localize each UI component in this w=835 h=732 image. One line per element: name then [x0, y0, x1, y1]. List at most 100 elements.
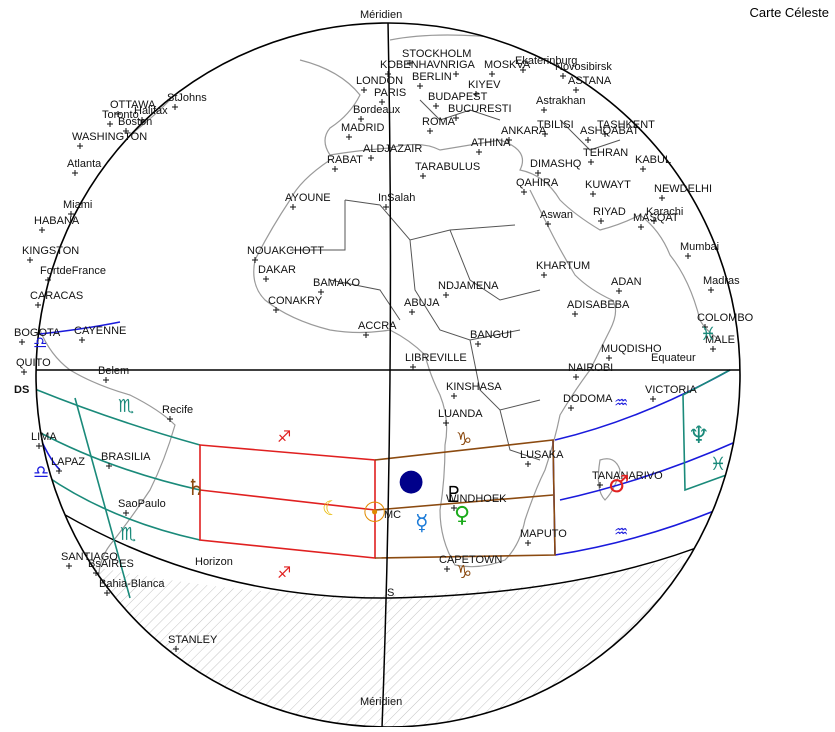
city-marker: LAPAZ — [51, 456, 85, 474]
city-label: LONDON — [356, 75, 403, 87]
aquarius-lower-icon: ♒ — [614, 522, 628, 541]
mc-label: MC — [384, 509, 401, 521]
city-label: InSalah — [378, 192, 415, 204]
city-label: LIBREVILLE — [405, 352, 467, 364]
city-label: Halifax — [134, 105, 168, 117]
city-label: OTTAWA — [110, 99, 156, 111]
city-marker: CONAKRY — [268, 295, 323, 313]
city-marker: WINDHOEK — [446, 493, 507, 511]
house-lines — [36, 321, 740, 599]
libra-icon: ♎ — [33, 333, 47, 352]
city-marker: DIMASHQ — [530, 158, 582, 176]
city-marker: BANGUI — [470, 329, 512, 347]
city-label: BUDAPEST — [428, 91, 488, 103]
city-label: NOUAKCHOTT — [247, 245, 324, 257]
city-label: MAPUTO — [520, 528, 567, 540]
city-marker: Recife — [162, 404, 193, 422]
city-label: ASTANA — [568, 75, 612, 87]
city-label: TEHRAN — [583, 147, 628, 159]
city-marker: AYOUNE — [285, 192, 331, 210]
city-label: KINGSTON — [22, 245, 79, 257]
aquarius-icon: ♒ — [614, 393, 628, 412]
city-marker: Boston — [118, 116, 152, 134]
city-marker: TANANARIVO — [592, 470, 663, 488]
city-marker: TEHRAN — [583, 147, 628, 165]
city-marker: ASTANA — [568, 75, 612, 93]
city-marker: ANKARA — [501, 125, 547, 143]
city-marker: Bahia-Blanca — [99, 578, 165, 596]
pisces-icon: ♓ — [710, 454, 726, 475]
venus-icon: ♀ — [454, 503, 470, 528]
city-marker: KOBENHAVN — [380, 59, 448, 77]
hidden-sky-hatch — [36, 440, 740, 727]
city-label: QUITO — [16, 357, 51, 369]
city-marker: LIBREVILLE — [405, 352, 467, 370]
city-label: KABUL — [635, 154, 671, 166]
city-marker: DAKAR — [258, 264, 296, 282]
city-marker: Karachi — [646, 206, 683, 224]
city-label: STANLEY — [168, 634, 218, 646]
city-marker: KINGSTON — [22, 245, 79, 263]
city-marker: TBILISI — [537, 119, 574, 137]
city-marker: WASHINGTON — [72, 131, 147, 149]
city-marker: QAHIRA — [516, 177, 559, 195]
city-marker: STOCKHOLM — [402, 48, 471, 66]
city-label: WINDHOEK — [446, 493, 507, 505]
city-marker: MUQDISHO — [601, 343, 662, 361]
city-label: BOGOTA — [14, 327, 61, 339]
city-marker: KHARTUM — [536, 260, 590, 278]
city-label: LAPAZ — [51, 456, 85, 468]
city-label: KINSHASA — [446, 381, 502, 393]
city-marker: LONDON — [356, 75, 403, 93]
city-label: WASHINGTON — [72, 131, 147, 143]
city-marker: KUWAYT — [585, 179, 631, 197]
city-marker: MOSKVA — [484, 59, 531, 77]
city-marker: NDJAMENA — [438, 280, 499, 298]
city-label: KUWAYT — [585, 179, 631, 191]
meridian-line — [381, 23, 392, 727]
page-title: Carte Céleste — [749, 5, 829, 20]
city-label: ANKARA — [501, 125, 547, 137]
city-label: Aswan — [540, 209, 573, 221]
city-label: RIGA — [448, 59, 476, 71]
city-marker: KABUL — [635, 154, 671, 172]
city-label: DAKAR — [258, 264, 296, 276]
city-marker: BsAIRES — [88, 558, 134, 576]
city-label: ABUJA — [404, 297, 440, 309]
city-label: Mumbai — [680, 241, 719, 253]
city-marker: MASQAT — [633, 212, 679, 230]
city-marker: BRASILIA — [101, 451, 151, 469]
city-label: KHARTUM — [536, 260, 590, 272]
city-marker: BAMAKO — [313, 277, 361, 295]
city-marker: HABANA — [34, 215, 80, 233]
city-label: Belem — [98, 365, 129, 377]
city-label: CONAKRY — [268, 295, 323, 307]
city-label: BAMAKO — [313, 277, 361, 289]
city-label: MASQAT — [633, 212, 679, 224]
scorpio-icon: ♏ — [118, 396, 134, 417]
city-label: CAYENNE — [74, 325, 126, 337]
city-marker: TARABULUS — [415, 161, 480, 179]
mars-icon: ♂ — [608, 470, 630, 498]
city-label: CAPETOWN — [439, 554, 502, 566]
city-label: PARIS — [374, 87, 406, 99]
city-label: ATHINA — [471, 137, 511, 149]
city-marker: Bordeaux — [353, 104, 401, 122]
city-label: RIYAD — [593, 206, 626, 218]
city-marker: Belem — [98, 365, 129, 383]
city-marker: ALDJAZAIR — [363, 143, 422, 161]
city-label: TARABULUS — [415, 161, 480, 173]
planet-glyphs: ● ☉ ☿ ♀ ♇ ♄ ☾ ♂ ♆ ♓ ♓ ♏ ♏ ♎ ♎ ♒ ♒ ♑ ♑ ♐ … — [33, 324, 726, 583]
city-label: Ekaterinburg — [515, 55, 577, 67]
city-label: Atlanta — [67, 158, 102, 170]
city-label: SANTIAGO — [61, 551, 118, 563]
city-marker: NEWDELHI — [654, 183, 712, 201]
city-label: KOBENHAVN — [380, 59, 448, 71]
city-label: STOCKHOLM — [402, 48, 471, 60]
capricorn-icon: ♑ — [456, 429, 472, 450]
city-label: Madras — [703, 275, 740, 287]
city-label: Karachi — [646, 206, 683, 218]
city-marker: MAPUTO — [520, 528, 567, 546]
city-label: Miami — [63, 199, 92, 211]
city-marker: NOUAKCHOTT — [247, 245, 324, 263]
